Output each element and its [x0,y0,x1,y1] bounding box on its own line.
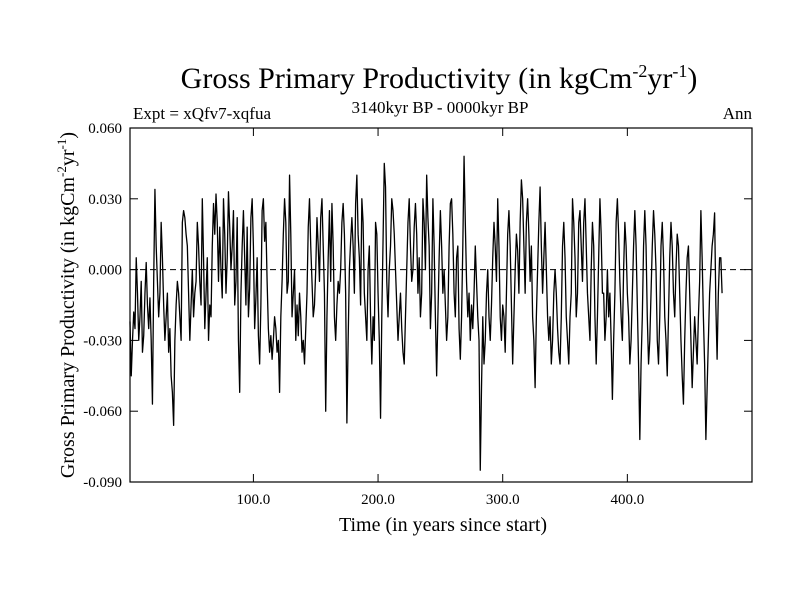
y-axis: -0.090 -0.060 -0.030 0.000 0.030 0.060 [83,121,752,491]
x-axis-label: Time (in years since start) [339,514,547,536]
y-tick-label: 0.060 [88,121,122,137]
period-label: 3140kyr BP - 0000kyr BP [352,98,529,117]
season-label: Ann [723,104,753,123]
chart-title: Gross Primary Productivity (in kgCm-2yr-… [181,61,698,95]
plot-frame [129,127,753,483]
y-tick-label: 0.030 [88,192,122,208]
x-tick-label: 400.0 [610,492,644,508]
y-tick-label: 0.000 [88,263,122,279]
x-tick-label: 300.0 [486,492,520,508]
y-tick-label: -0.090 [83,475,122,491]
x-tick-label: 200.0 [361,492,395,508]
y-tick-label: -0.030 [83,333,122,349]
y-axis-label: Gross Primary Productivity (in kgCm-2yr-… [54,132,79,478]
x-tick-label: 100.0 [237,492,271,508]
y-tick-label: -0.060 [83,404,122,420]
x-axis: 100.0 200.0 300.0 400.0 [237,128,644,508]
series-line [129,155,723,471]
experiment-label: Expt = xQfv7-xqfua [133,104,271,123]
